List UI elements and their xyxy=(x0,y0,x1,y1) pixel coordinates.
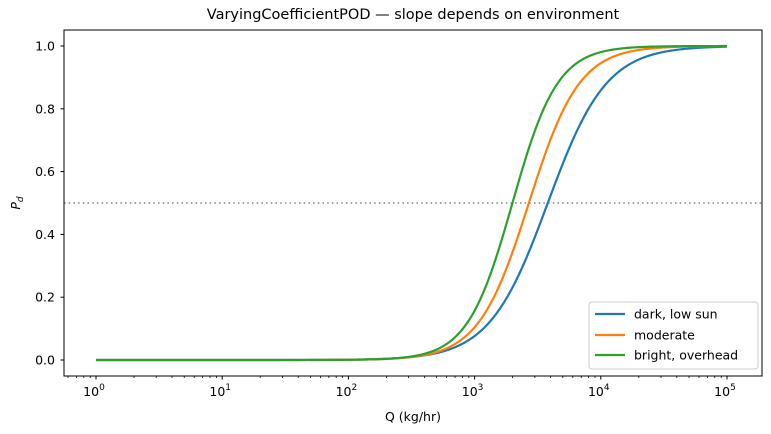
y-axis-label-base: P xyxy=(8,202,23,210)
legend-item-bright-overhead: bright, overhead xyxy=(595,348,738,363)
legend-label: moderate xyxy=(634,328,695,343)
y-tick-label: 0.2 xyxy=(35,290,55,305)
y-axis-label: Pd xyxy=(8,196,26,210)
x-tick-label: 102 xyxy=(336,383,358,399)
y-tick-label: 1.0 xyxy=(35,39,55,54)
y-tick-label: 0.6 xyxy=(35,164,55,179)
legend-item-moderate: moderate xyxy=(595,328,695,343)
legend-item-dark-low-sun: dark, low sun xyxy=(595,307,718,322)
legend-label: bright, overhead xyxy=(634,348,738,363)
x-axis-label: Q (kg/hr) xyxy=(385,409,441,424)
x-axis-ticks: 100 101 102 103 104 105 xyxy=(67,376,736,399)
y-tick-label: 0.8 xyxy=(35,101,55,116)
y-tick-label: 0.0 xyxy=(35,353,55,368)
y-axis-ticks: 0.0 0.2 0.4 0.6 0.8 1.0 xyxy=(35,39,64,368)
legend-label: dark, low sun xyxy=(634,307,718,322)
x-tick-label: 100 xyxy=(83,383,105,399)
y-axis-label-subscript: d xyxy=(16,196,26,202)
chart-title: VaryingCoefficientPOD — slope depends on… xyxy=(207,7,620,23)
axes-frame xyxy=(63,29,763,377)
legend-box xyxy=(588,301,759,370)
series-lines xyxy=(96,44,728,362)
x-tick-label: 101 xyxy=(209,383,231,399)
legend: dark, low sun moderate bright, overhead xyxy=(588,301,759,370)
series-line-bright-overhead xyxy=(96,44,727,362)
y-tick-label: 0.4 xyxy=(35,227,55,242)
x-tick-label: 105 xyxy=(714,383,736,399)
x-tick-label: 104 xyxy=(588,383,610,399)
x-tick-label: 103 xyxy=(462,383,484,399)
svg-text:Pd: Pd xyxy=(8,196,26,210)
